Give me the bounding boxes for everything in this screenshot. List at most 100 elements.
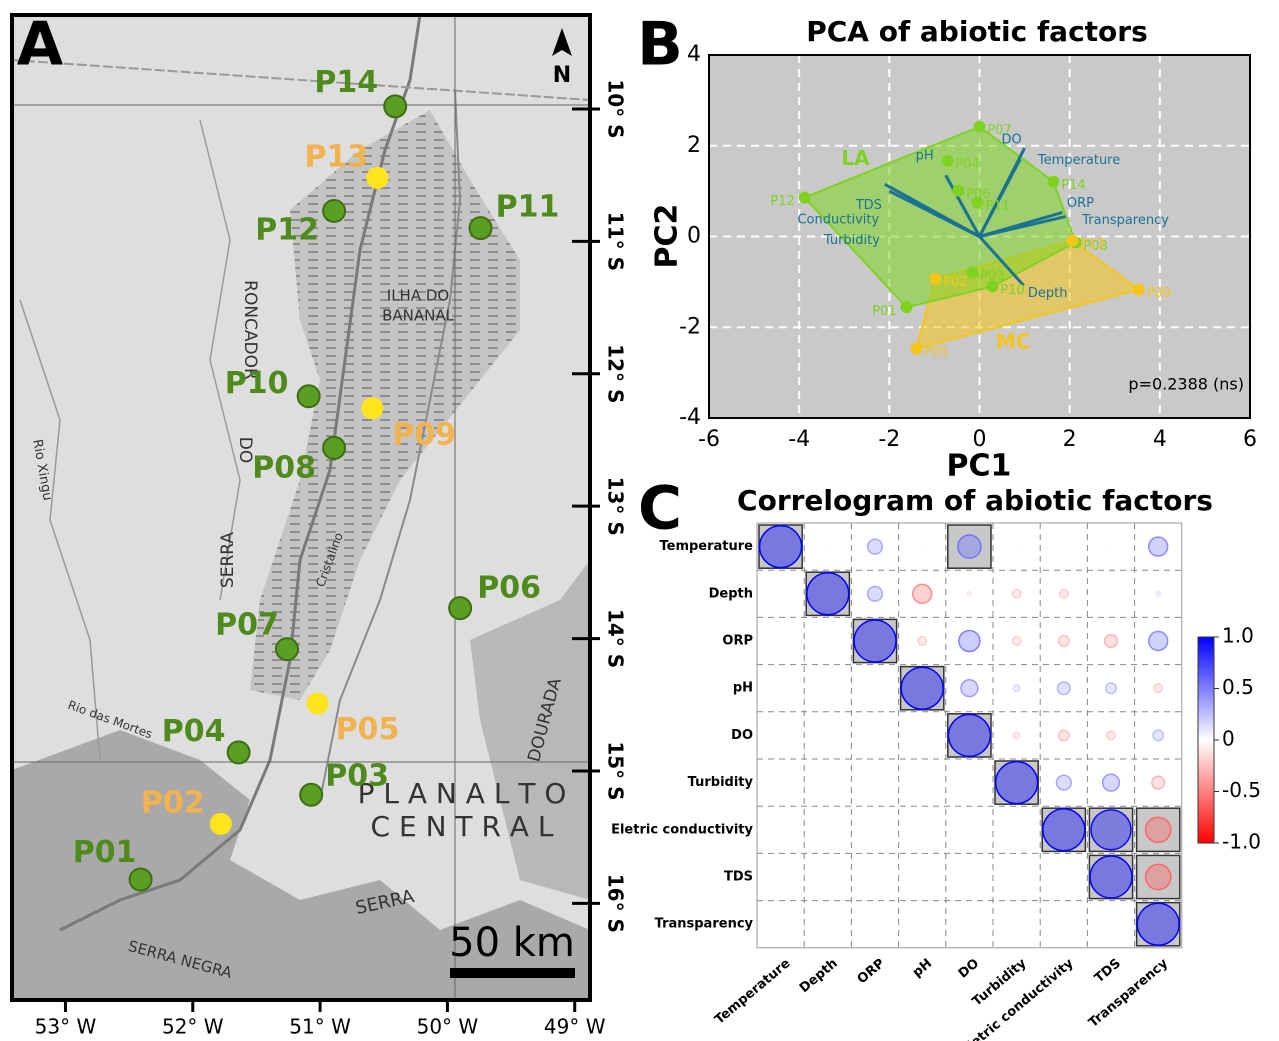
pca-point: [910, 342, 923, 355]
x-tick-label: 53° W: [35, 1015, 97, 1039]
correlation-circle: [1015, 545, 1018, 548]
y-tick-label: -2: [679, 314, 701, 339]
panel-letter: B: [637, 10, 683, 80]
correlation-circle: [912, 583, 933, 604]
pca-point: [1066, 234, 1079, 247]
river-araguaia: [59, 15, 422, 932]
correlation-circle: [853, 619, 897, 663]
site-point: [274, 637, 299, 662]
panel-letter: C: [638, 474, 682, 544]
row-label: pH: [733, 681, 753, 696]
panel-letter: A: [17, 10, 64, 80]
pca-point-label: P05: [924, 345, 948, 360]
loading-label: DO: [1001, 133, 1021, 148]
site-point: [468, 216, 493, 241]
correlation-circle: [1011, 588, 1022, 599]
correlation-circle: [866, 585, 884, 602]
pca-point-label: P02: [943, 275, 967, 290]
correlation-circle: [900, 666, 944, 710]
correlation-circle: [1057, 635, 1070, 647]
correlation-circle: [1058, 588, 1069, 599]
loading-vector: [929, 210, 981, 238]
column-label: Depth: [797, 956, 841, 996]
map-label: SERRA: [218, 532, 238, 588]
significance-box: [1135, 807, 1181, 853]
x-tick-label: -6: [698, 427, 720, 452]
chart-title: Correlogram of abiotic factors: [737, 484, 1213, 517]
pca-point: [900, 301, 913, 314]
pca-point-label: P04: [955, 157, 979, 172]
y-tick-label: -4: [679, 405, 701, 430]
correlation-circle: [960, 679, 979, 698]
correlation-circle: [1151, 775, 1166, 790]
loading-label: Turbidity: [823, 233, 880, 248]
pca-point: [798, 191, 811, 204]
site-point: [383, 94, 408, 119]
correlation-circle: [758, 524, 803, 569]
loading-vector: [978, 235, 1025, 287]
correlation-circle: [1101, 773, 1121, 792]
site-label: P03: [325, 758, 389, 793]
pca-point-label: P10: [1000, 283, 1024, 298]
correlation-circle: [1011, 636, 1022, 646]
loading-label: Depth: [1028, 286, 1068, 301]
bananal-hatch: [250, 110, 520, 700]
map-label: DO: [235, 437, 255, 463]
x-tick-label: 52° W: [162, 1015, 224, 1039]
site-point: [296, 384, 321, 409]
pca-point: [966, 266, 979, 279]
river: [19, 299, 101, 761]
row-label: Transparency: [655, 917, 754, 932]
x-tick-label: 2: [1063, 427, 1077, 452]
x-tick-label: -2: [878, 427, 900, 452]
river: [319, 89, 462, 801]
pca-point-label: P13: [1080, 237, 1104, 252]
column-label: pH: [910, 956, 935, 980]
loading-vector: [979, 215, 1066, 238]
correlation-circle: [1105, 682, 1117, 695]
loading-label: Temperature: [1037, 153, 1120, 168]
colorbar-tick-label: 0.5: [1222, 675, 1254, 699]
correlation-circle: [1136, 902, 1180, 946]
correlation-circle: [1012, 684, 1021, 693]
annotation: p=0.2388 (ns): [1128, 375, 1244, 394]
x-axis-label: PC1: [947, 449, 1012, 484]
x-tick-label: 49° W: [544, 1015, 606, 1039]
map-label: C E N T R A L: [371, 810, 554, 843]
site-label: P09: [392, 418, 456, 453]
correlation-circle: [958, 629, 981, 653]
site-point: [361, 397, 384, 420]
correlation-circle: [1057, 729, 1070, 742]
correlation-circle: [917, 636, 928, 646]
pca-point-label: P08: [1083, 239, 1107, 254]
group-label: MC: [996, 330, 1031, 354]
x-tick-label: 0: [973, 427, 987, 452]
loading-label: TDS: [855, 198, 882, 213]
site-point: [322, 198, 347, 223]
y-tick-label: 12° S: [604, 344, 628, 403]
site-label: P04: [162, 714, 226, 749]
site-label: P06: [477, 571, 541, 606]
correlation-circle: [947, 713, 992, 758]
river: [199, 119, 241, 601]
correlation-circle: [826, 545, 829, 548]
pca-point-label: P07: [987, 123, 1011, 138]
map-label: P L A N A L T O: [358, 777, 567, 810]
chart-title: PCA of abiotic factors: [806, 15, 1148, 48]
correlation-circle: [866, 538, 884, 555]
terrain-dark: [470, 560, 590, 900]
pca-point-label: P06: [966, 187, 990, 202]
colorbar-tick-label: -1.0: [1222, 830, 1261, 854]
pca-point: [1132, 283, 1145, 296]
column-label: DO: [956, 956, 982, 982]
loading-label: ORP: [1067, 196, 1094, 211]
pca-point: [952, 184, 965, 197]
site-point: [226, 740, 251, 765]
correlation-circle: [1144, 863, 1172, 891]
site-point: [448, 596, 473, 621]
x-tick-label: 51° W: [289, 1015, 351, 1039]
site-label: P13: [305, 139, 369, 174]
y-tick-label: 4: [687, 42, 701, 67]
site-label: P14: [314, 65, 378, 100]
column-label: Temperature: [712, 956, 793, 1028]
